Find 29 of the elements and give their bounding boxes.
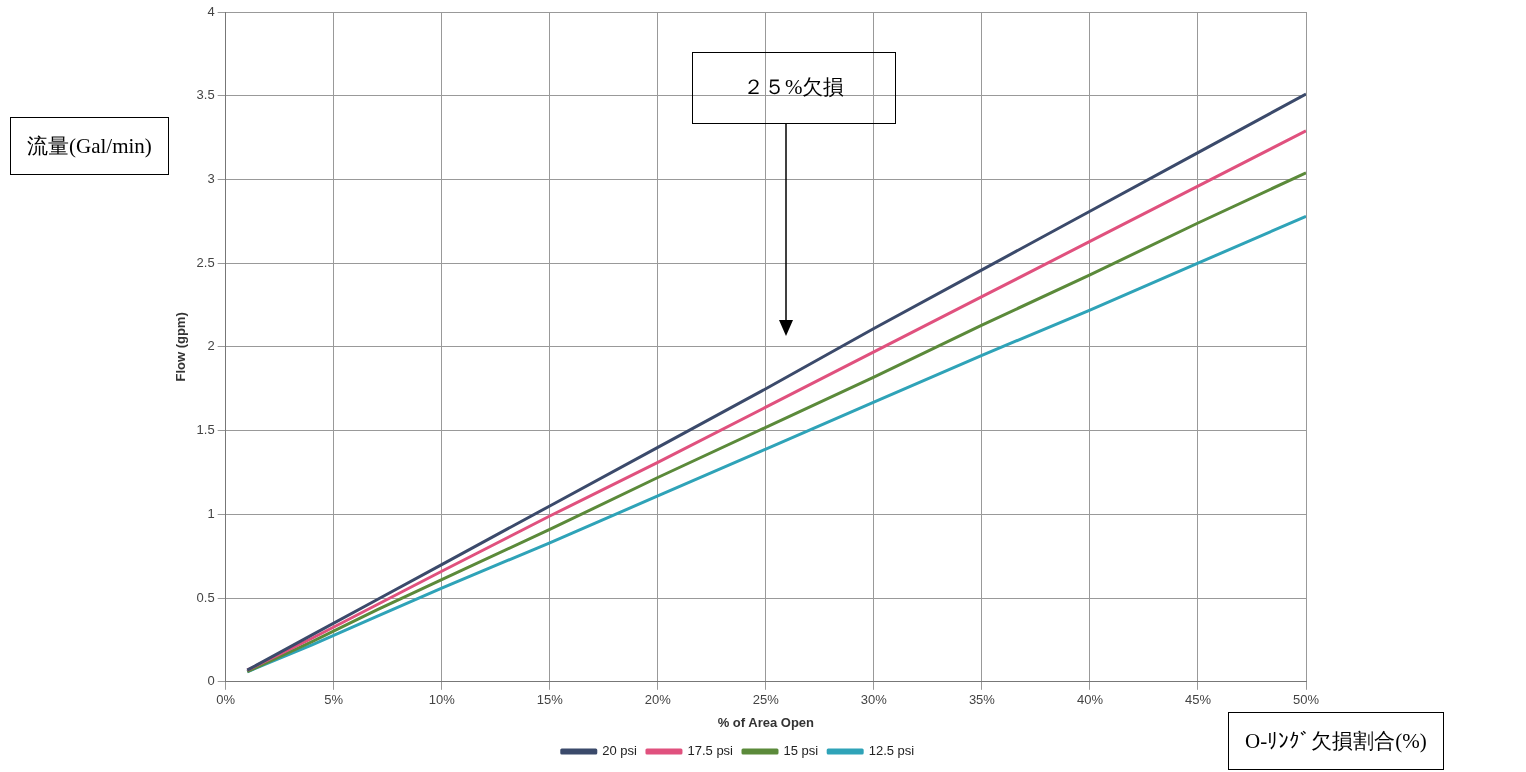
annotation: ２５%欠損 — [692, 52, 896, 124]
x-tick-label: 10% — [428, 692, 456, 708]
y-tick-label: 0.5 — [196, 589, 215, 605]
legend-label: 20 psi — [602, 743, 638, 759]
legend-label: 12.5 psi — [868, 743, 915, 759]
x-tick-label: 25% — [752, 692, 780, 708]
x-tick-label: 50% — [1292, 692, 1320, 708]
x-tick-label: 20% — [644, 692, 672, 708]
y-tick-label: 1 — [207, 505, 215, 521]
y-tick-label: 0 — [207, 673, 215, 689]
x-tick-label: 0% — [216, 692, 236, 708]
x-tick-label: 40% — [1076, 692, 1104, 708]
y-tick-label: 1.5 — [196, 422, 215, 438]
x-tick-label: 15% — [536, 692, 564, 708]
legend-label: 15 psi — [783, 743, 819, 759]
text: O-ﾘﾝｸﾞ欠損割合(%) — [1228, 712, 1444, 770]
y-tick-label: 4 — [207, 3, 215, 19]
x-axis-title: % of Area Open — [717, 714, 815, 730]
text: 流量(Gal/min) — [10, 117, 169, 175]
y-tick-label: 3.5 — [196, 87, 215, 103]
y-axis-title: Flow (gpm) — [173, 312, 189, 382]
x-tick-label: 35% — [968, 692, 996, 708]
x-tick-label: 5% — [324, 692, 344, 708]
y-tick-label: 3 — [207, 171, 215, 187]
legend-label: 17.5 psi — [687, 743, 734, 759]
x-tick-label: 45% — [1184, 692, 1212, 708]
y-tick-label: 2 — [207, 338, 215, 354]
y-tick-label: 2.5 — [196, 254, 215, 270]
x-tick-label: 30% — [860, 692, 888, 708]
